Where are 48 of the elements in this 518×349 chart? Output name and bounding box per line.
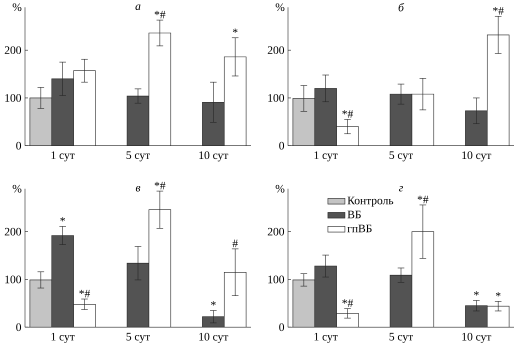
x-tick-label: 10 сут <box>462 332 492 343</box>
data-label: *# <box>154 182 166 190</box>
legend-label: Контроль <box>348 196 394 207</box>
y-axis-title: % <box>276 3 284 12</box>
data-label: * <box>496 292 500 296</box>
y-tick-label: 100 <box>5 94 22 102</box>
x-tick-label: 10 сут <box>199 151 228 162</box>
y-axis-title: % <box>12 184 22 193</box>
x-tick-label: 1 сут <box>52 332 75 343</box>
y-tick-label: 0 <box>279 142 284 150</box>
chart-title: б <box>398 3 404 12</box>
y-tick-label: 0 <box>16 323 22 332</box>
y-tick-label: 200 <box>268 46 284 54</box>
x-tick-label: 1 сут <box>314 151 338 162</box>
y-tick-label: 100 <box>268 276 284 284</box>
y-tick-label: 200 <box>4 228 22 236</box>
x-tick-label: 10 сут <box>462 151 492 162</box>
y-tick-label: 100 <box>268 94 284 102</box>
x-tick-label: 10 сут <box>199 332 228 343</box>
y-tick-label: 200 <box>4 46 22 54</box>
data-label: * <box>232 28 238 33</box>
data-label: # <box>232 240 238 248</box>
chart-title: г <box>399 186 403 192</box>
data-label: *# <box>418 196 428 204</box>
x-tick-label: 5 сут <box>126 332 150 343</box>
data-label: *# <box>342 110 354 118</box>
x-tick-label: 5 сут <box>390 151 413 162</box>
data-label: * <box>211 301 216 306</box>
x-tick-label: 1 сут <box>52 151 75 162</box>
data-label: *# <box>79 290 90 298</box>
y-tick-label: 100 <box>5 276 22 284</box>
data-label: *# <box>493 7 504 15</box>
x-tick-label: 5 сут <box>126 151 150 162</box>
y-tick-label: 0 <box>16 142 22 150</box>
data-label: * <box>60 217 65 222</box>
chart-title: а <box>135 4 140 10</box>
legend-label: ВБ <box>348 210 361 218</box>
data-label: *# <box>154 10 166 18</box>
data-label: * <box>474 291 479 296</box>
chart-title: в <box>136 186 140 192</box>
x-tick-label: 1 сут <box>314 332 338 343</box>
x-tick-label: 5 сут <box>390 332 413 343</box>
legend-label: гпВБ <box>347 224 372 232</box>
y-tick-label: 200 <box>268 228 284 236</box>
y-tick-label: 0 <box>279 323 284 332</box>
y-axis-title: % <box>12 3 22 12</box>
y-axis-title: % <box>276 184 284 193</box>
data-label: *# <box>342 299 354 307</box>
